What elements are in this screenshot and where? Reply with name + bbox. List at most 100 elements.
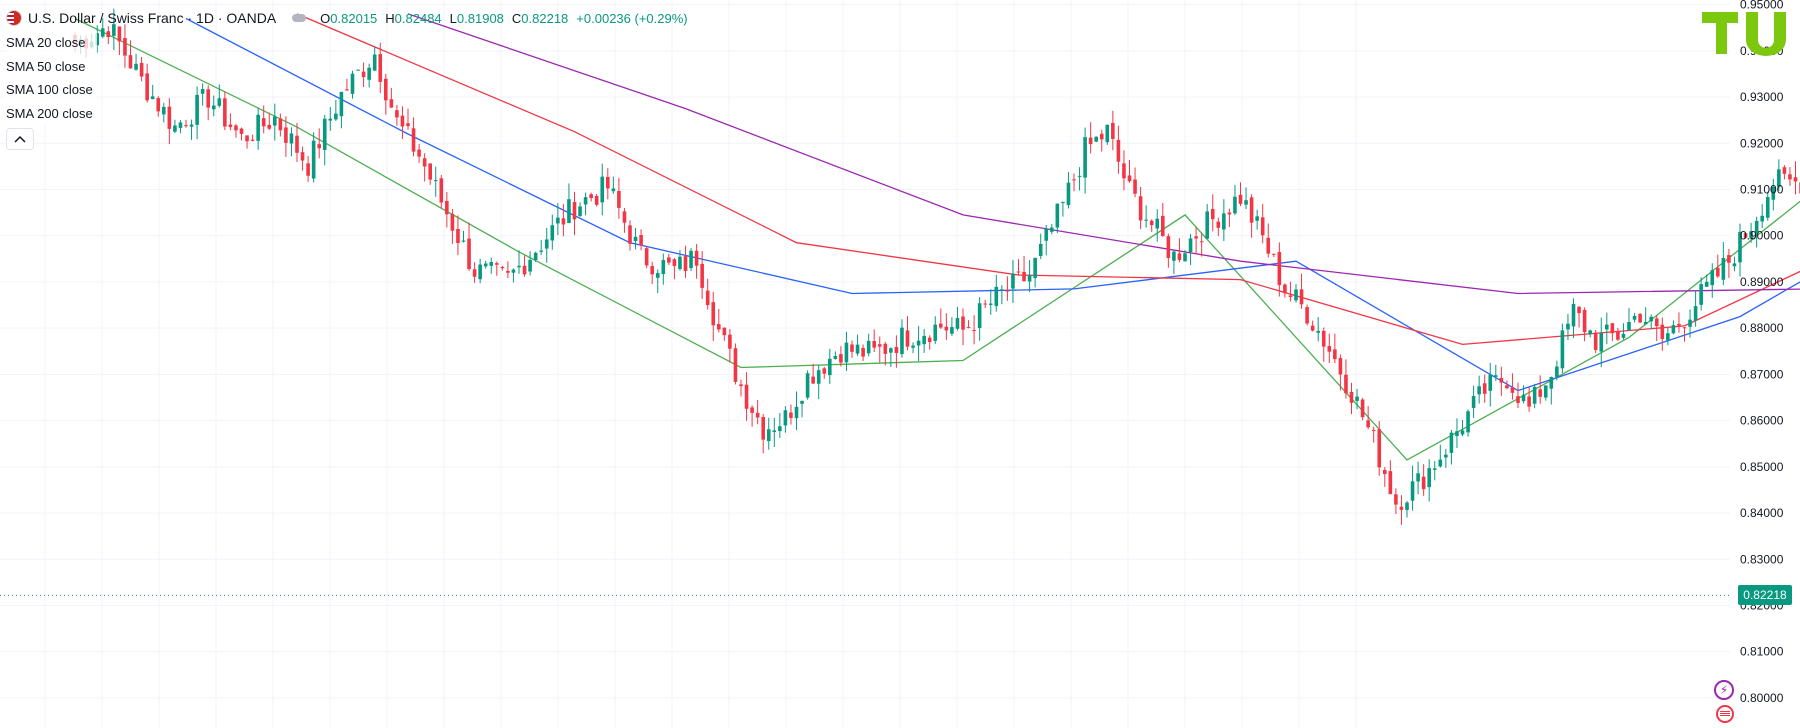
candle-body — [1149, 220, 1154, 226]
candle-body — [1771, 186, 1776, 200]
candle-body — [1494, 375, 1498, 377]
candle-body — [1133, 179, 1137, 194]
candle-body — [600, 176, 605, 203]
y-tick-label: 0.86000 — [1740, 414, 1784, 428]
candle-body — [1677, 323, 1681, 326]
candle-body — [522, 265, 527, 275]
symbol-legend[interactable]: U.S. Dollar / Swiss Franc · 1D · OANDA O… — [6, 8, 688, 28]
candle-body — [1377, 429, 1382, 468]
y-tick-label: 0.83000 — [1740, 552, 1784, 566]
candle-body — [1555, 366, 1559, 377]
candle-body — [977, 303, 982, 328]
candle-body — [1027, 275, 1032, 282]
ohlc-values: O0.82015 H0.82484 L0.81908 C0.82218 +0.0… — [320, 11, 687, 26]
candle-body — [350, 73, 355, 94]
candle-body — [1638, 313, 1642, 323]
candle-body — [1166, 236, 1171, 259]
candle-body — [1699, 284, 1703, 305]
candle-body — [822, 368, 827, 374]
candle-body — [1360, 399, 1365, 418]
study-sma-200[interactable]: SMA 200 close — [6, 101, 97, 125]
candle-body — [839, 354, 843, 363]
candle-body — [556, 217, 560, 224]
candle-body — [583, 197, 588, 205]
candle-body — [700, 263, 704, 288]
candle-body — [689, 250, 693, 269]
candle-body — [1072, 179, 1076, 181]
candle-body — [1410, 481, 1415, 501]
candle-body — [189, 124, 194, 127]
candle-body — [261, 118, 266, 127]
candle-body — [267, 124, 272, 129]
study-sma-20[interactable]: SMA 20 close — [6, 31, 97, 55]
tradingview-logo-icon[interactable] — [1700, 10, 1792, 56]
candle-body — [1088, 137, 1093, 145]
candle-body — [1344, 374, 1348, 394]
candle-body — [1482, 383, 1487, 394]
candle-body — [1560, 330, 1565, 369]
candle-body — [1316, 330, 1320, 333]
economic-events-flag-icon[interactable] — [1716, 705, 1734, 723]
candle-body — [1516, 396, 1520, 404]
market-status-icon[interactable] — [292, 14, 307, 22]
candle-body — [461, 240, 466, 242]
candle-body — [628, 225, 632, 244]
candle-body — [900, 327, 904, 355]
collapse-legend-button[interactable] — [6, 128, 34, 150]
candle-body — [1593, 332, 1598, 350]
studies-legend: SMA 20 close SMA 50 close SMA 100 close … — [6, 31, 97, 125]
candle-body — [278, 118, 283, 131]
candle-body — [1127, 175, 1132, 182]
candle-body — [567, 199, 571, 224]
candle-body — [184, 125, 188, 127]
candle-body — [772, 430, 777, 433]
candle-body — [345, 89, 349, 91]
candle-body — [1616, 331, 1620, 340]
candle-body — [1532, 386, 1537, 404]
candle-body — [761, 417, 765, 440]
candle-body — [561, 218, 566, 225]
candle-body — [389, 99, 394, 108]
candle-body — [750, 407, 754, 413]
candle-body — [1050, 227, 1054, 232]
candle-body — [239, 128, 244, 134]
candle-body — [372, 54, 377, 71]
candle-body — [944, 326, 949, 331]
candle-body — [1566, 323, 1570, 330]
candle-body — [855, 344, 860, 354]
sma-line-1 — [185, 17, 1800, 392]
candle-body — [916, 340, 921, 346]
candle-body — [311, 140, 316, 179]
candle-body — [328, 118, 333, 121]
study-sma-100[interactable]: SMA 100 close — [6, 78, 97, 102]
candle-body — [1144, 219, 1148, 221]
candle-body — [1044, 228, 1049, 241]
candle-layer — [73, 8, 1800, 525]
candle-body — [517, 265, 521, 268]
candle-body — [1405, 502, 1409, 510]
lightning-icon[interactable]: ⚡ — [1714, 680, 1734, 700]
candle-body — [922, 335, 926, 345]
candle-body — [1527, 396, 1531, 407]
candle-body — [123, 38, 127, 56]
candle-body — [228, 124, 233, 128]
currency-pair-flag-icon — [6, 10, 22, 26]
candle-body — [1588, 330, 1592, 335]
candle-body — [639, 235, 643, 246]
candle-body — [1210, 208, 1215, 220]
candle-body — [678, 256, 682, 269]
candle-body — [550, 225, 555, 241]
candle-body — [1743, 233, 1748, 238]
candle-body — [1083, 137, 1087, 178]
candle-body — [1233, 196, 1237, 214]
candle-body — [322, 118, 327, 150]
y-tick-label: 0.85000 — [1740, 460, 1784, 474]
candle-body — [844, 342, 849, 363]
symbol-title[interactable]: U.S. Dollar / Swiss Franc · 1D · OANDA — [28, 10, 277, 26]
candle-body — [705, 290, 710, 306]
candle-body — [139, 62, 144, 77]
candle-body — [1643, 321, 1648, 325]
study-sma-50[interactable]: SMA 50 close — [6, 54, 97, 78]
